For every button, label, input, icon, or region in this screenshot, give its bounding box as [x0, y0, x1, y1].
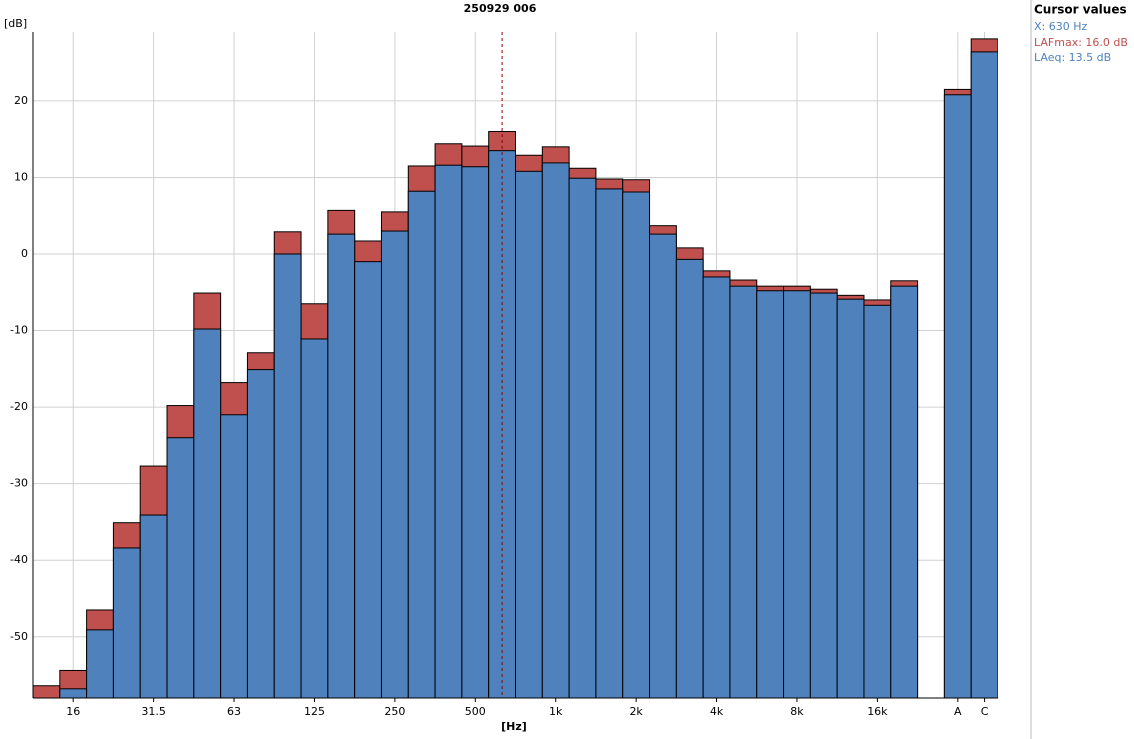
y-tick-label: -40: [10, 553, 28, 566]
chart-title: 250929 006: [464, 2, 537, 15]
bar: [407, 190, 436, 698]
bar: [327, 233, 356, 698]
y-tick-label: -30: [10, 477, 28, 490]
x-tick-label: 16: [66, 705, 80, 718]
y-tick-label: 0: [21, 247, 28, 260]
bar: [943, 94, 972, 698]
bar: [595, 188, 624, 698]
y-tick-label: 10: [14, 170, 28, 183]
bar: [970, 51, 998, 698]
x-axis-label: [Hz]: [501, 720, 527, 733]
bar: [541, 162, 570, 698]
bar: [112, 547, 141, 698]
y-tick-label: -50: [10, 630, 28, 643]
x-tick-label: 500: [465, 705, 486, 718]
bar: [649, 233, 677, 698]
bar: [139, 514, 168, 698]
bar: [809, 292, 838, 698]
x-tick-label: 8k: [790, 705, 804, 718]
x-tick-label: 1k: [549, 705, 563, 718]
bar: [890, 285, 919, 698]
bar: [33, 685, 61, 698]
bar: [622, 191, 651, 698]
x-tick-label: 125: [304, 705, 325, 718]
x-tick-label: 250: [384, 705, 405, 718]
bar: [434, 164, 463, 698]
bar: [246, 369, 275, 698]
bar: [300, 338, 329, 698]
cursor-lafmax: LAFmax: 16.0 dB: [1034, 36, 1128, 49]
x-tick-label: 63: [227, 705, 241, 718]
cursor-panel-title: Cursor values: [1034, 3, 1127, 17]
x-tick-label: C: [981, 705, 989, 718]
bar: [756, 290, 785, 698]
cursor-x: X: 630 Hz: [1034, 20, 1088, 33]
bar: [59, 688, 88, 698]
y-axis-label: [dB]: [4, 17, 27, 30]
bar: [783, 290, 811, 698]
bar: [515, 170, 543, 698]
x-tick-label: 16k: [867, 705, 888, 718]
bar: [193, 328, 222, 698]
bar: [380, 230, 409, 698]
bar: [461, 166, 490, 698]
bar: [568, 177, 597, 698]
x-tick-label: A: [954, 705, 962, 718]
bar: [220, 414, 248, 698]
bar: [273, 253, 302, 698]
x-tick-label: 4k: [710, 705, 724, 718]
bar: [836, 298, 865, 698]
bar: [675, 258, 704, 698]
y-tick-label: -20: [10, 400, 28, 413]
x-tick-label: 2k: [629, 705, 643, 718]
cursor-laeq: LAeq: 13.5 dB: [1034, 51, 1111, 64]
bar: [166, 437, 195, 698]
bar: [86, 629, 114, 698]
y-tick-label: 20: [14, 94, 28, 107]
bar: [729, 285, 758, 698]
bar: [354, 261, 382, 698]
bar: [863, 304, 892, 698]
x-tick-label: 31.5: [141, 705, 166, 718]
bar: [702, 276, 731, 698]
y-tick-label: -10: [10, 324, 28, 337]
